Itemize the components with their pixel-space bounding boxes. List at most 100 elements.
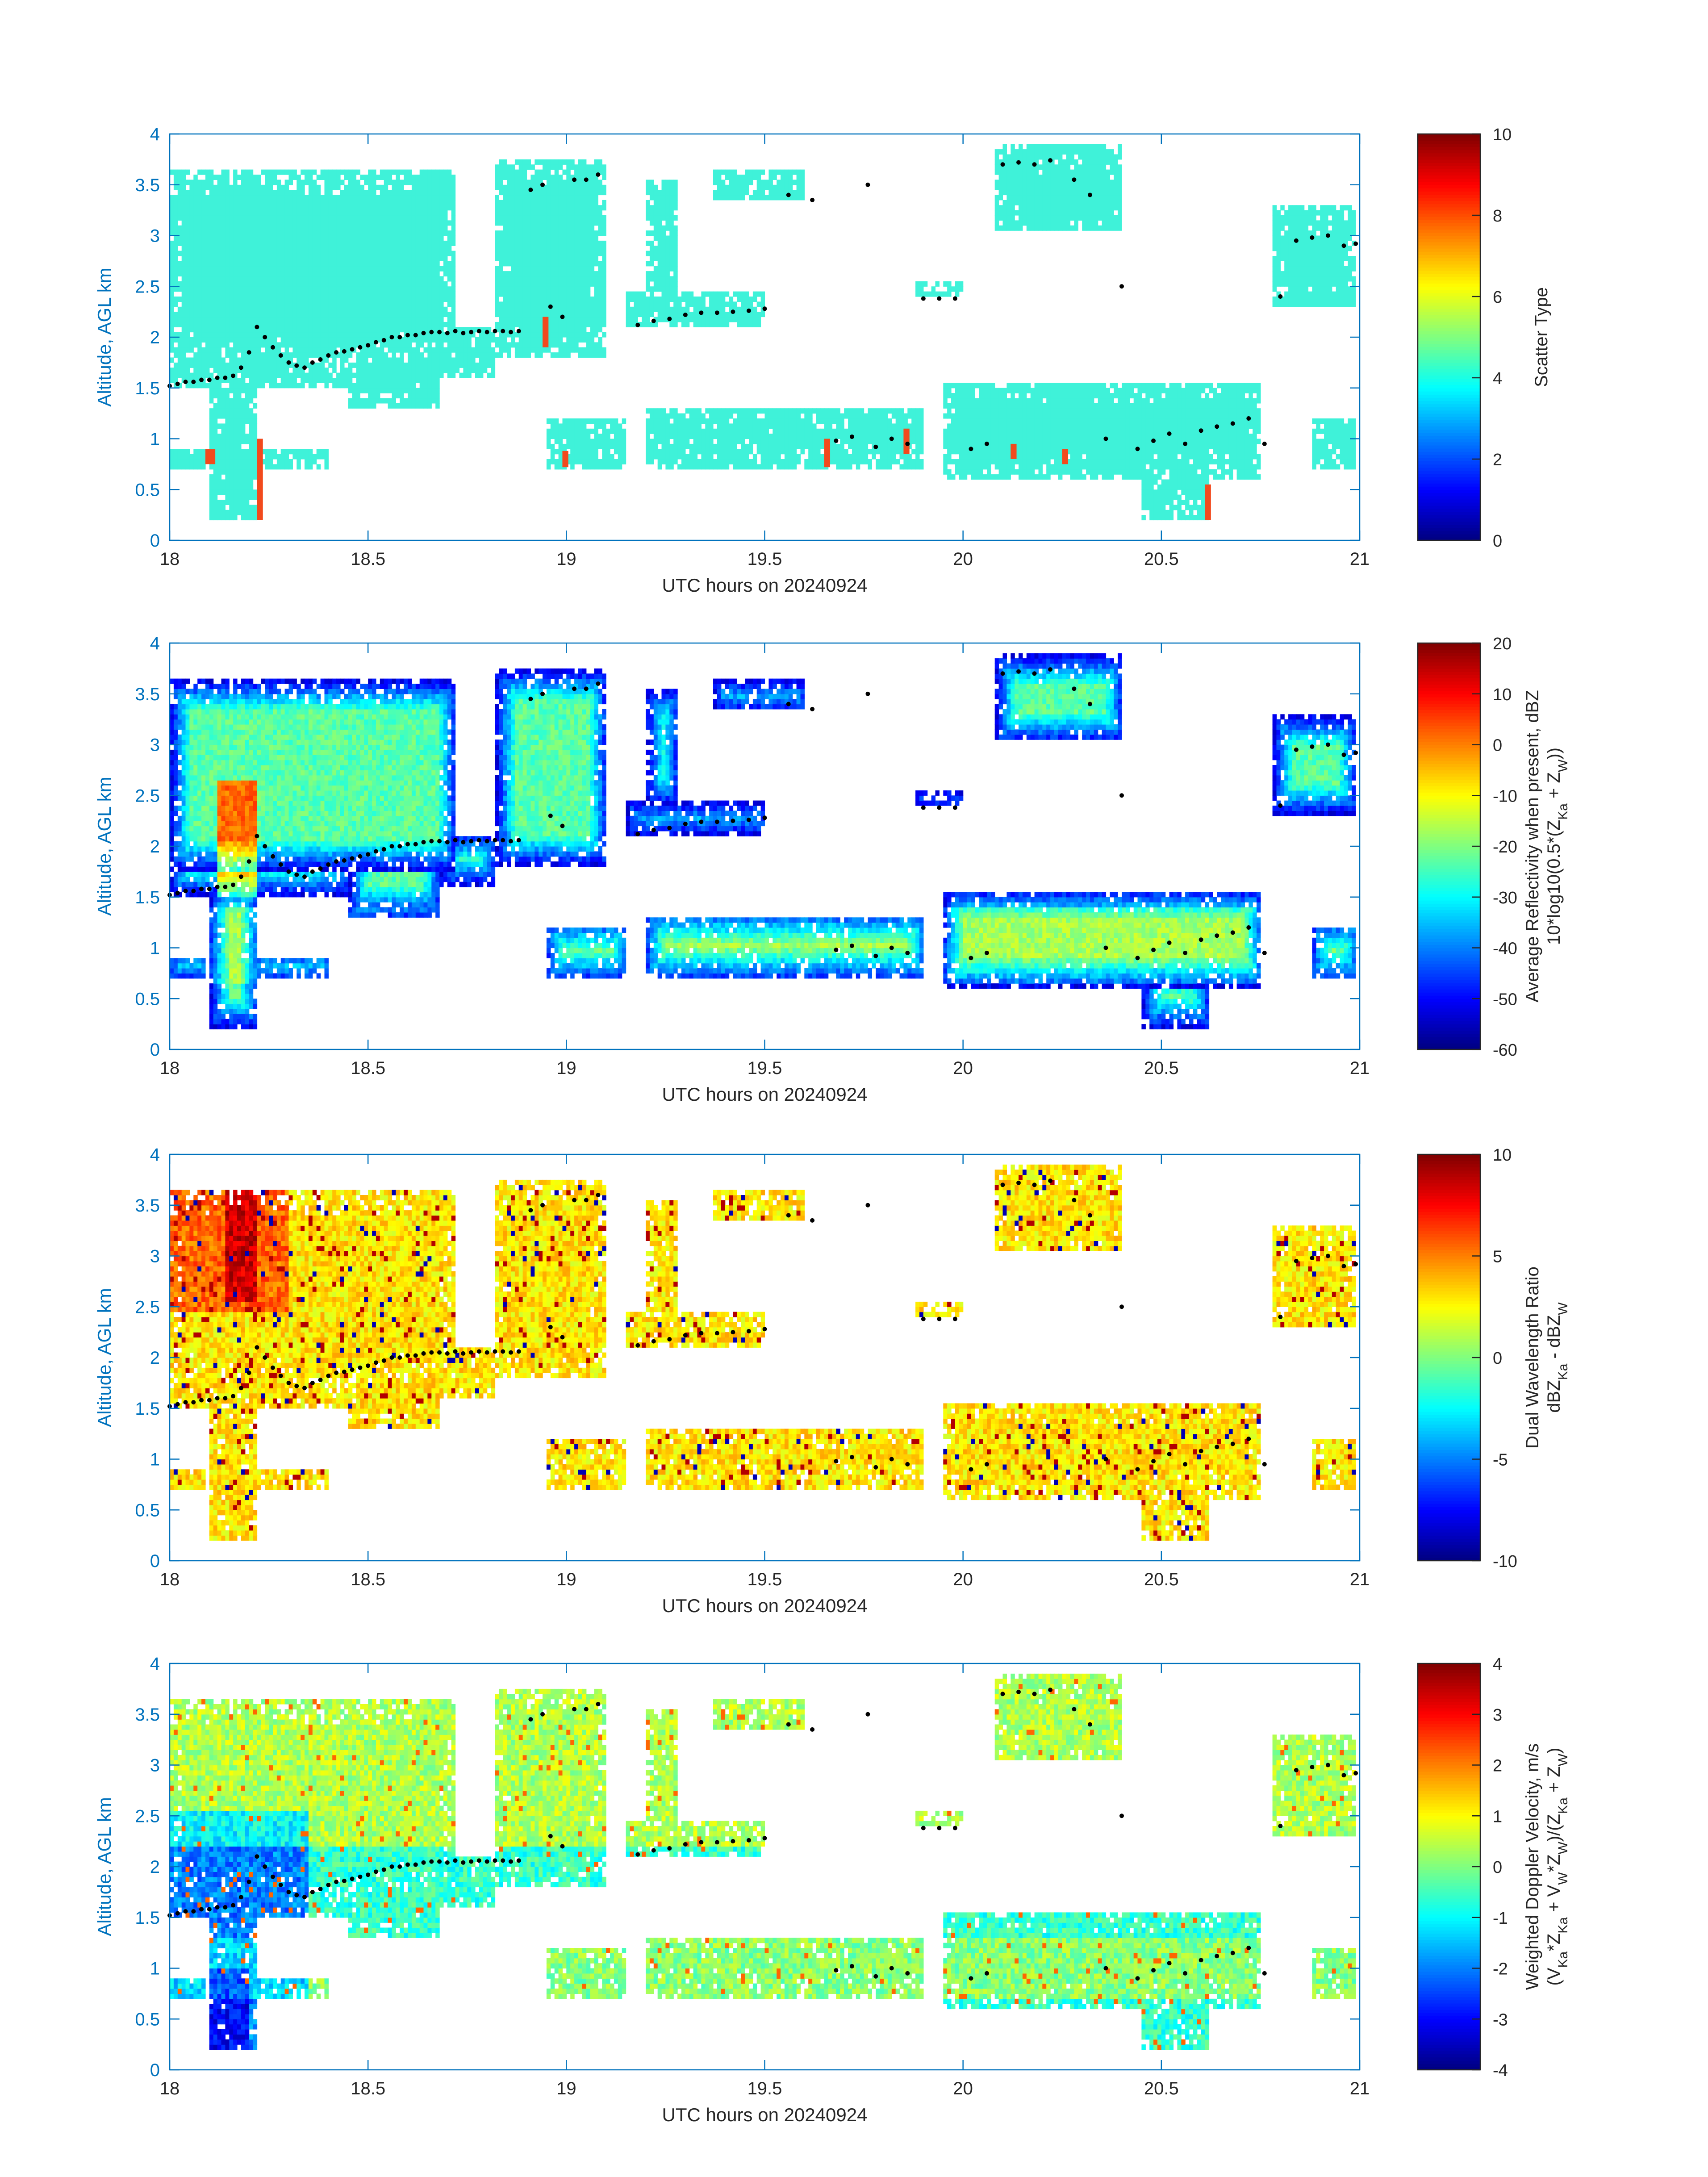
heatmap-cell [245,454,250,460]
heatmap-cell [424,337,428,343]
heatmap-cell [420,281,424,287]
heatmap-cell [519,205,523,210]
heatmap-cell [241,190,246,195]
heatmap-cell [245,246,250,251]
heatmap-cell [225,515,230,520]
heatmap-cell [412,388,416,393]
heatmap-cell [530,327,535,332]
heatmap-cell [523,286,527,292]
heatmap-cell [352,210,357,216]
heatmap-cell [277,271,281,276]
heatmap-cell [201,215,206,221]
heatmap-cell [416,393,420,398]
heatmap-cell [519,256,523,261]
heatmap-cell [178,352,182,358]
heatmap-cell [515,226,519,231]
heatmap-cell [313,200,317,205]
heatmap-cell [213,423,218,429]
heatmap-cell [237,408,242,414]
heatmap-cell [178,307,182,312]
heatmap-cell [530,226,535,231]
heatmap-cell [511,190,515,195]
heatmap-cell [439,190,444,195]
heatmap-cell [193,337,198,343]
heatmap-cell [336,301,341,307]
heatmap-cell [475,373,480,378]
heatmap-cell [178,322,182,327]
heatmap-cell [435,226,440,231]
heatmap-cell [313,383,317,388]
heatmap-cell [431,347,436,353]
heatmap-cell [416,276,420,282]
heatmap-cell [408,241,412,246]
heatmap-cell [225,210,230,216]
heatmap-cell [182,266,186,272]
heatmap-cell [221,439,226,444]
heatmap-cell [225,332,230,338]
heatmap-cell [221,276,226,282]
heatmap-cell [451,347,456,353]
heatmap-cell [420,271,424,276]
heatmap-cell [182,271,186,276]
heatmap-cell [408,281,412,287]
heatmap-cell [372,368,376,373]
heatmap-cell [313,337,317,343]
heatmap-cell [296,292,301,297]
heatmap-cell [408,342,412,347]
heatmap-cell [463,358,468,363]
heatmap-cell [376,358,380,363]
heatmap-cell [435,210,440,216]
heatmap-cell [217,276,222,282]
heatmap-cell [400,226,404,231]
heatmap-cell [257,301,261,307]
heatmap-cell [495,286,499,292]
heatmap-cell [412,241,416,246]
heatmap-cell [539,322,543,327]
heatmap-cell [463,373,468,378]
heatmap-cell [451,266,456,272]
heatmap-cell [530,322,535,327]
heatmap-cell [519,307,523,312]
heatmap-cell [178,286,182,292]
heatmap-cell [523,170,527,175]
heatmap-cell [352,220,357,226]
heatmap-cell [503,337,507,343]
heatmap-cell [539,281,543,287]
heatmap-cell [499,271,503,276]
heatmap-cell [392,363,397,368]
heatmap-cell [439,180,444,185]
heatmap-cell [205,347,210,353]
heatmap-cell [328,297,333,302]
heatmap-cell [539,292,543,297]
heatmap-cell [515,271,519,276]
heatmap-cell [313,271,317,276]
heatmap-cell [229,474,234,480]
heatmap-cell [416,358,420,363]
heatmap-cell [285,251,289,256]
heatmap-cell [205,332,210,338]
heatmap-cell [352,241,357,246]
heatmap-cell [507,241,511,246]
heatmap-cell [170,261,174,266]
heatmap-cell [189,276,194,282]
heatmap-cell [412,322,416,327]
heatmap-cell [233,510,238,515]
heatmap-cell [340,378,345,383]
heatmap-cell [189,266,194,272]
heatmap-cell [225,489,230,495]
heatmap-cell [511,246,515,251]
heatmap-cell [392,322,397,327]
heatmap-cell [229,368,234,373]
heatmap-cell [193,454,198,460]
heatmap-cell [269,292,273,297]
heatmap-cell [451,286,456,292]
heatmap-cell [253,342,258,347]
heatmap-cell [396,393,400,398]
heatmap-cell [388,301,393,307]
heatmap-cell [257,332,261,338]
heatmap-cell [289,342,293,347]
heatmap-cell [328,195,333,201]
heatmap-cell [519,200,523,205]
heatmap-cell [435,363,440,368]
heatmap-cell [348,281,353,287]
